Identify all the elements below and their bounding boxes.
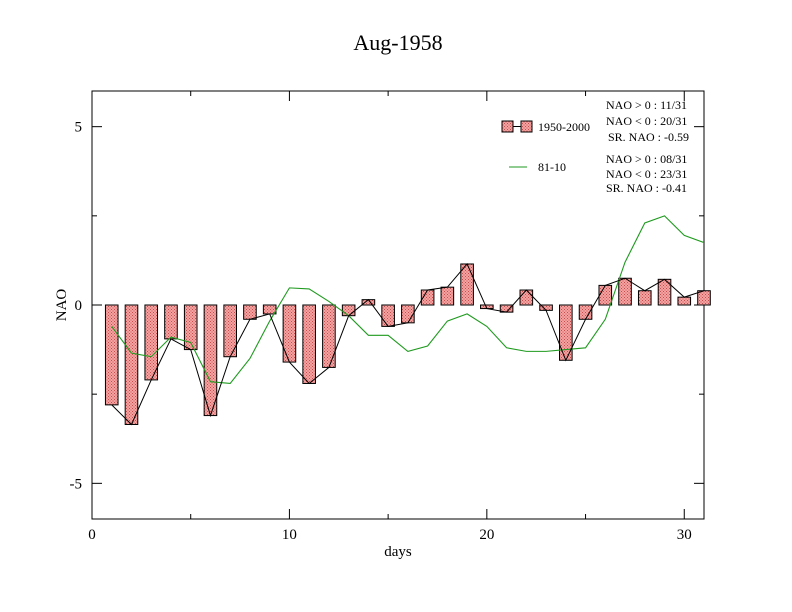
- legend-bar-swatch-right: [520, 120, 533, 133]
- bar-day-15: [381, 304, 395, 327]
- legend-line-entry: 81-10 NAO > 0 : 08/31 NAO < 0 : 23/31 SR…: [509, 152, 687, 195]
- x-tick-label-10: 10: [282, 527, 297, 543]
- bar-day-30: [677, 296, 692, 306]
- legend-bar-label: 1950-2000: [538, 120, 590, 134]
- x-tick-label-30: 30: [677, 527, 692, 543]
- bar-day-18: [440, 286, 455, 306]
- legend-line-stat-negative: NAO < 0 : 23/31: [606, 167, 687, 181]
- line-series-1950-2000: [111, 263, 704, 426]
- bar-day-16: [401, 304, 415, 324]
- legend-bar-stat-sr: SR. NAO : -0.59: [608, 130, 689, 144]
- y-tick-label-5: 5: [75, 120, 83, 136]
- x-tick-label-20: 20: [479, 527, 494, 543]
- line-series-81-10: [111, 215, 704, 385]
- bar-day-28: [637, 290, 652, 306]
- bar-day-26: [598, 284, 613, 306]
- legend: 1950-2000 NAO > 0 : 11/31 NAO < 0 : 20/3…: [501, 98, 689, 195]
- bar-day-12: [322, 304, 336, 368]
- bar-day-6: [203, 304, 218, 417]
- bar-day-3: [144, 304, 159, 381]
- axes-layer: 0 10 20 30 -5 0 5: [70, 91, 704, 543]
- bar-day-19: [460, 263, 474, 306]
- bar-day-2: [124, 304, 139, 425]
- bars-layer: [104, 263, 711, 425]
- bar-day-13: [341, 304, 356, 317]
- x-axis-label: days: [384, 544, 412, 560]
- bar-day-10: [282, 304, 297, 363]
- lines-layer: [111, 215, 704, 426]
- x-tick-label-0: 0: [88, 527, 96, 543]
- bar-day-27: [618, 277, 632, 306]
- y-tick-label-0: 0: [75, 298, 83, 314]
- bar-day-11: [302, 304, 316, 384]
- y-tick-label--5: -5: [70, 476, 83, 492]
- legend-line-stat-sr: SR. NAO : -0.41: [606, 181, 687, 195]
- bar-day-22: [519, 289, 534, 306]
- y-axis-label: NAO: [54, 289, 70, 322]
- legend-bar-swatch-left: [501, 120, 514, 133]
- legend-line-stat-positive: NAO > 0 : 08/31: [606, 152, 687, 166]
- legend-bar-entry: 1950-2000 NAO > 0 : 11/31 NAO < 0 : 20/3…: [501, 98, 689, 144]
- bar-day-8: [243, 304, 257, 320]
- chart-title: Aug-1958: [353, 30, 442, 55]
- legend-bar-stat-positive: NAO > 0 : 11/31: [606, 98, 687, 112]
- legend-bar-stat-negative: NAO < 0 : 20/31: [606, 114, 687, 128]
- bar-day-1: [104, 304, 119, 406]
- bar-day-4: [164, 304, 178, 340]
- bar-day-31: [697, 290, 711, 306]
- legend-line-label: 81-10: [538, 160, 566, 174]
